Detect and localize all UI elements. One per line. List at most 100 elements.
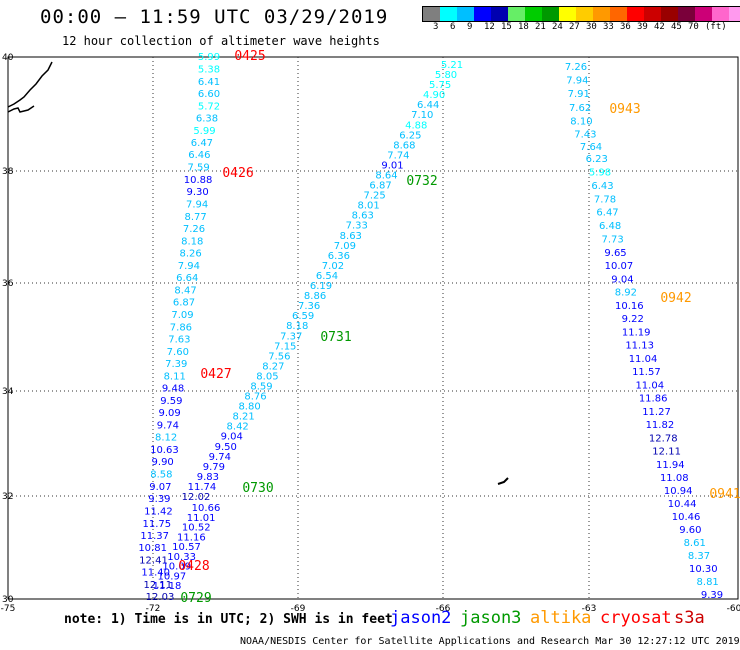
swh-value: 8.61 xyxy=(684,538,706,549)
swh-value: 5.98 xyxy=(589,167,611,178)
swh-value: 12.02 xyxy=(182,492,211,503)
swh-value: 8.63 xyxy=(340,231,362,242)
swh-value: 10.09 xyxy=(162,562,191,573)
swh-value: 11.27 xyxy=(642,407,671,418)
swh-value: 11.01 xyxy=(187,513,216,524)
swh-value: 6.46 xyxy=(188,150,210,161)
swh-value: 9.90 xyxy=(152,457,174,468)
swh-value: 10.88 xyxy=(184,175,213,186)
colorbar-swatch xyxy=(627,7,644,21)
wave-height-colorbar xyxy=(422,6,740,22)
colorbar-swatch xyxy=(474,7,491,21)
swh-value: 12.03 xyxy=(146,592,175,603)
swh-value: 8.81 xyxy=(697,577,719,588)
legend-jason3: jason3 xyxy=(460,608,522,628)
colorbar-label: (ft) xyxy=(705,22,727,32)
swh-value: 7.62 xyxy=(569,103,591,114)
latitude-label: 38 xyxy=(2,167,14,177)
colorbar-label: 6 xyxy=(450,22,456,32)
swh-value: 11.86 xyxy=(639,394,668,405)
swh-value: 8.01 xyxy=(358,201,380,212)
map-border xyxy=(7,56,739,600)
swh-value: 6.60 xyxy=(198,89,220,100)
legend-jason2: jason2 xyxy=(390,608,452,628)
pass-time-label: 0943 xyxy=(609,102,640,117)
pass-time-label: 0425 xyxy=(234,49,265,64)
swh-value: 6.64 xyxy=(176,273,198,284)
colorbar-label: 15 xyxy=(501,22,512,32)
swh-value: 5.75 xyxy=(429,80,451,91)
swh-value: 12.41 xyxy=(139,555,168,566)
swh-value: 9.48 xyxy=(162,384,184,395)
swh-value: 5.38 xyxy=(198,64,220,75)
swh-value: 8.76 xyxy=(244,392,266,403)
swh-value: 7.56 xyxy=(268,351,290,362)
swh-value: 11.19 xyxy=(622,327,651,338)
colorbar-swatch xyxy=(508,7,525,21)
pass-time-label: 0730 xyxy=(242,481,273,496)
pass-time-label: 0427 xyxy=(200,367,231,382)
swh-value: 7.26 xyxy=(183,224,205,235)
colorbar-label: 33 xyxy=(603,22,614,32)
longitude-label: -66 xyxy=(436,604,451,614)
colorbar-label: 45 xyxy=(671,22,682,32)
swh-value: 7.74 xyxy=(387,150,409,161)
latitude-label: 32 xyxy=(2,492,13,502)
colorbar-swatch xyxy=(644,7,661,21)
swh-value: 11.13 xyxy=(625,341,654,352)
colorbar-label: 39 xyxy=(637,22,648,32)
swh-value: 8.68 xyxy=(393,140,415,151)
swh-value: 6.54 xyxy=(316,271,338,282)
longitude-label: -75 xyxy=(1,604,16,614)
swh-value: 7.15 xyxy=(274,341,296,352)
swh-value: 7.94 xyxy=(186,200,208,211)
bermuda-island xyxy=(497,477,509,485)
colorbar-swatch xyxy=(593,7,610,21)
colorbar-label: 30 xyxy=(586,22,597,32)
swh-value: 5.99 xyxy=(198,52,220,63)
colorbar-swatch xyxy=(440,7,457,21)
latitude-label: 34 xyxy=(2,387,14,397)
swh-value: 4.90 xyxy=(423,90,445,101)
swh-value: 6.44 xyxy=(417,100,439,111)
swh-value: 6.23 xyxy=(586,154,608,165)
pass-time-label: 0729 xyxy=(180,591,211,606)
colorbar-label: 42 xyxy=(654,22,665,32)
swh-value: 6.59 xyxy=(292,311,314,322)
colorbar-swatch xyxy=(678,7,695,21)
colorbar-swatch xyxy=(729,7,740,21)
colorbar-swatch xyxy=(712,7,729,21)
swh-value: 8.77 xyxy=(185,212,207,223)
colorbar-label: 70 xyxy=(688,22,699,32)
swh-value: 7.43 xyxy=(574,129,596,140)
swh-value: 8.12 xyxy=(155,433,177,444)
swh-value: 11.08 xyxy=(660,473,689,484)
swh-value: 11.16 xyxy=(177,532,206,543)
swh-value: 8.80 xyxy=(238,402,260,413)
swh-value: 8.10 xyxy=(570,116,592,127)
swh-value: 8.64 xyxy=(375,171,397,182)
swh-value: 12.11 xyxy=(652,447,681,458)
swh-value: 7.63 xyxy=(168,335,190,346)
swh-value: 8.86 xyxy=(304,291,326,302)
swh-value: 8.11 xyxy=(164,371,186,382)
swh-value: 9.74 xyxy=(157,420,179,431)
swh-value: 8.37 xyxy=(688,551,710,562)
swh-value: 7.09 xyxy=(334,241,356,252)
latitude-label: 40 xyxy=(2,53,14,63)
colorbar-swatch xyxy=(525,7,542,21)
swh-value: 5.21 xyxy=(441,60,463,71)
swh-value: 9.07 xyxy=(149,482,171,493)
swh-value: 9.59 xyxy=(160,396,182,407)
longitude-label: -69 xyxy=(291,604,306,614)
swh-value: 6.87 xyxy=(173,298,195,309)
swh-value: 11.74 xyxy=(188,482,217,493)
swh-value: 11.40 xyxy=(141,568,170,579)
colorbar-swatch xyxy=(423,7,440,21)
pass-time-label: 0942 xyxy=(660,291,691,306)
colorbar-swatch xyxy=(695,7,712,21)
swh-value: 11.94 xyxy=(656,460,685,471)
colorbar-label: 3 xyxy=(433,22,439,32)
swh-value: 6.47 xyxy=(596,208,618,219)
